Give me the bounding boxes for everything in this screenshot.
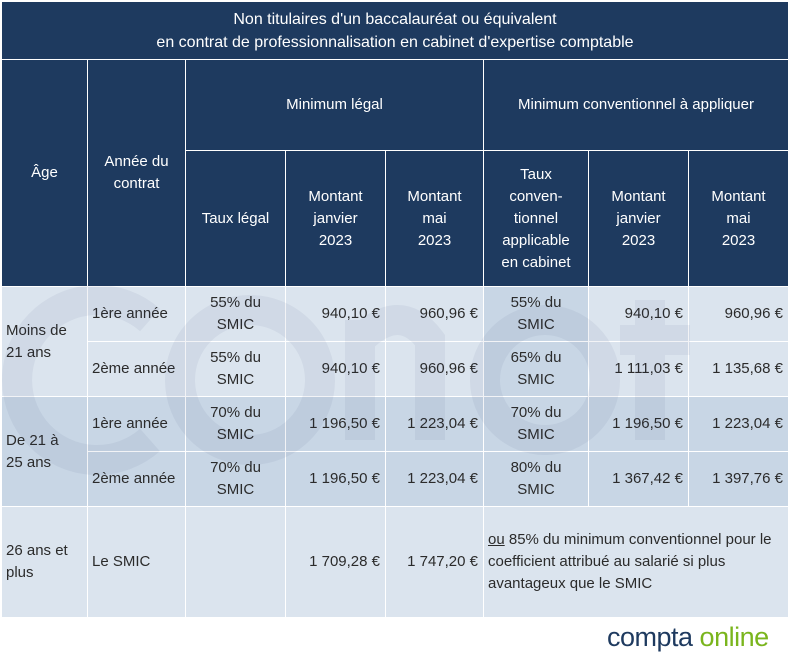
conv-mai-cell: 1 223,04 € [688, 396, 789, 452]
compta-online-logo: compta online [607, 619, 769, 655]
taux-conv-cell: 80% du SMIC [483, 451, 589, 507]
conv-janvier-cell: 1 367,42 € [588, 451, 689, 507]
legal-janvier-cell: 1 709,28 € [285, 506, 386, 618]
header-conv-janvier: Montant janvier 2023 [588, 150, 689, 287]
table-row: De 21 à 25 ans 1ère année 70% du SMIC 1 … [1, 396, 789, 507]
conv-mai-cell: 1 397,76 € [688, 451, 789, 507]
header-minimum-legal: Minimum légal [185, 59, 484, 151]
annee-cell: 2ème année [87, 451, 186, 507]
table-row: Moins de 21 ans 1ère année 55% du SMIC 9… [1, 286, 789, 397]
title-line-1: Non titulaires d'un baccalauréat ou équi… [233, 10, 557, 28]
taux-conv-cell: 65% du SMIC [483, 341, 589, 397]
conv-mai-cell: 1 135,68 € [688, 341, 789, 397]
conventionnel-note: ou 85% du minimum conventionnel pour le … [483, 506, 789, 618]
header-age: Âge [1, 59, 88, 287]
legal-mai-cell: 1 223,04 € [385, 451, 484, 507]
salary-table: Non titulaires d'un baccalauréat ou équi… [1, 1, 789, 618]
annee-cell: Le SMIC [87, 506, 186, 618]
table-title: Non titulaires d'un baccalauréat ou équi… [1, 1, 789, 60]
conv-janvier-cell: 1 111,03 € [588, 341, 689, 397]
annee-cell: 1ère année [87, 396, 186, 452]
taux-conv-cell: 70% du SMIC [483, 396, 589, 452]
conv-mai-cell: 960,96 € [688, 286, 789, 342]
header-annee: Année du contrat [87, 59, 186, 287]
logo-part-compta: compta [607, 622, 700, 652]
title-line-2: en contrat de professionnalisation en ca… [156, 33, 634, 51]
table-row: 26 ans et plus Le SMIC 1 709,28 € 1 747,… [1, 506, 789, 618]
legal-mai-cell: 960,96 € [385, 341, 484, 397]
legal-janvier-cell: 940,10 € [285, 286, 386, 342]
taux-legal-cell [185, 506, 286, 618]
header-minimum-conventionnel: Minimum conventionnel à appliquer [483, 59, 789, 151]
age-cell: Moins de 21 ans [1, 286, 88, 397]
taux-conv-cell: 55% du SMIC [483, 286, 589, 342]
header-legal-janvier: Montant janvier 2023 [285, 150, 386, 287]
header-taux-conventionnel: Taux conven-tionnel applicable en cabine… [483, 150, 589, 287]
conv-janvier-cell: 940,10 € [588, 286, 689, 342]
table-row: 2ème année 55% du SMIC 940,10 € 960,96 €… [2, 341, 789, 397]
legal-janvier-cell: 1 196,50 € [285, 451, 386, 507]
taux-legal-cell: 55% du SMIC [185, 341, 286, 397]
note-text: 85% du minimum conventionnel pour le coe… [488, 531, 772, 592]
legal-mai-cell: 960,96 € [385, 286, 484, 342]
logo-part-online: online [699, 622, 770, 652]
table-row: 2ème année 70% du SMIC 1 196,50 € 1 223,… [2, 451, 789, 507]
header-taux-legal: Taux légal [185, 150, 286, 287]
legal-janvier-cell: 1 196,50 € [285, 396, 386, 452]
header-legal-mai: Montant mai 2023 [385, 150, 484, 287]
conv-janvier-cell: 1 196,50 € [588, 396, 689, 452]
age-cell: De 21 à 25 ans [1, 396, 88, 507]
age-cell: 26 ans et plus [1, 506, 88, 618]
taux-legal-cell: 55% du SMIC [185, 286, 286, 342]
taux-legal-cell: 70% du SMIC [185, 451, 286, 507]
annee-cell: 1ère année [87, 286, 186, 342]
legal-janvier-cell: 940,10 € [285, 341, 386, 397]
header-conv-mai: Montant mai 2023 [688, 150, 789, 287]
taux-legal-cell: 70% du SMIC [185, 396, 286, 452]
legal-mai-cell: 1 223,04 € [385, 396, 484, 452]
legal-mai-cell: 1 747,20 € [385, 506, 484, 618]
note-ou: ou [488, 531, 505, 548]
annee-cell: 2ème année [87, 341, 186, 397]
